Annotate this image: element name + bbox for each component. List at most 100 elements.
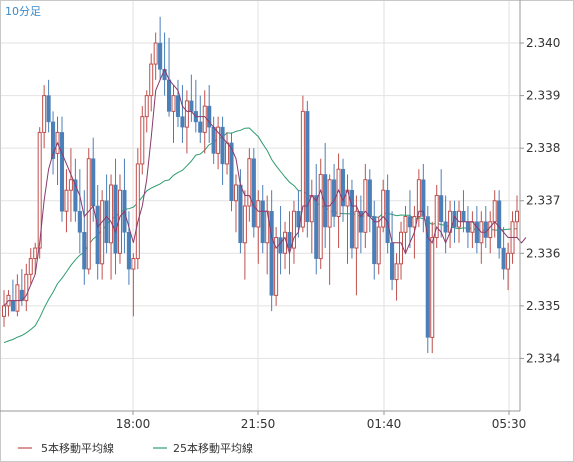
candle	[126, 211, 131, 285]
candle	[73, 158, 78, 222]
candle	[229, 132, 234, 212]
candle-body-down	[229, 142, 234, 201]
candle	[314, 163, 319, 275]
candle	[42, 85, 47, 149]
candle	[260, 184, 265, 254]
candle-body-down	[73, 179, 78, 212]
candle-body-down	[443, 221, 448, 233]
candle-body-down	[104, 200, 109, 244]
candle	[247, 148, 252, 222]
ma5-layer	[3, 68, 527, 307]
candle	[488, 211, 493, 254]
candle-body-down	[501, 247, 506, 270]
candle	[407, 190, 412, 249]
candle	[82, 190, 87, 285]
candle	[340, 158, 346, 222]
candle-body-down	[407, 216, 412, 228]
candle-body-down	[314, 195, 319, 259]
candle	[358, 195, 363, 254]
axes	[0, 0, 521, 412]
candle	[372, 200, 377, 280]
candle	[64, 169, 69, 233]
candle-body-down	[421, 179, 426, 217]
candle-body-up	[515, 210, 519, 223]
candle-body-up	[376, 226, 381, 265]
candle	[443, 195, 448, 254]
candle	[122, 158, 127, 254]
candle	[256, 190, 261, 264]
candle	[506, 242, 511, 291]
candle	[91, 137, 96, 222]
candle	[448, 200, 453, 249]
candle-body-down	[251, 158, 256, 228]
candle-body-up	[506, 252, 511, 270]
candle-body-up	[416, 179, 421, 218]
ma5-line	[3, 68, 527, 307]
candle	[37, 127, 42, 259]
candle-body-up	[394, 263, 399, 281]
candle	[394, 253, 399, 301]
candle	[381, 179, 386, 233]
candle-body-up	[37, 131, 42, 249]
candle	[399, 221, 404, 280]
candle	[153, 32, 158, 80]
candle-body-down	[189, 100, 194, 112]
candle-body-up	[233, 184, 238, 202]
candle-body-down	[439, 195, 444, 223]
candle-body-up	[403, 216, 408, 233]
y-axis-labels: 2.340 2.339 2.338 2.337 2.336 2.335 2.334	[520, 36, 560, 365]
y-tick-label: 2.334	[526, 351, 560, 365]
candle	[349, 179, 354, 259]
candle	[211, 116, 216, 164]
candle	[345, 174, 350, 264]
y-tick-label: 2.340	[526, 36, 560, 50]
candle-body-up	[256, 200, 261, 228]
candle	[175, 79, 181, 128]
candle	[207, 85, 212, 143]
candle	[354, 195, 359, 296]
candle	[376, 216, 381, 275]
y-tick-label: 2.336	[526, 246, 560, 260]
candle	[131, 253, 136, 317]
candle-body-down	[77, 211, 82, 233]
candle-body-up	[363, 179, 368, 233]
candle-body-up	[144, 95, 149, 118]
candle	[51, 111, 56, 175]
candle-body-down	[358, 211, 363, 233]
candle	[363, 163, 368, 249]
x-axis-labels: 18:00 21:50 01:40 05:30	[116, 411, 526, 431]
candle-body-down	[198, 121, 203, 133]
candle-body-up	[412, 216, 417, 228]
candle-body-up	[2, 305, 6, 317]
candle-body-down	[278, 237, 283, 254]
candle	[24, 263, 29, 312]
candle-body-down	[269, 211, 274, 296]
candle-body-up	[86, 158, 91, 270]
candle	[385, 174, 390, 254]
candle-body-up	[184, 100, 189, 128]
candle	[171, 85, 176, 143]
candle-body-up	[42, 95, 47, 133]
candle-body-down	[385, 189, 390, 244]
candle-body-up	[202, 105, 207, 133]
candle	[140, 106, 145, 175]
candle-body-up	[216, 126, 221, 154]
candle-body-up	[399, 231, 404, 265]
candle	[95, 184, 100, 280]
candle	[367, 169, 372, 233]
candle-body-up	[430, 237, 435, 338]
candle-body-down	[497, 200, 502, 249]
candle	[77, 169, 82, 254]
candle	[479, 211, 484, 264]
candle-body-down	[158, 42, 163, 70]
candle	[336, 153, 341, 249]
candle-body-up	[457, 210, 462, 228]
candle-body-up	[434, 194, 439, 239]
candle	[238, 169, 243, 254]
candle-body-down	[425, 216, 430, 338]
candle	[198, 95, 203, 143]
candle-body-down	[91, 158, 96, 207]
candle	[6, 290, 11, 317]
candle-body-up	[171, 95, 176, 112]
candle-body-up	[327, 179, 332, 228]
